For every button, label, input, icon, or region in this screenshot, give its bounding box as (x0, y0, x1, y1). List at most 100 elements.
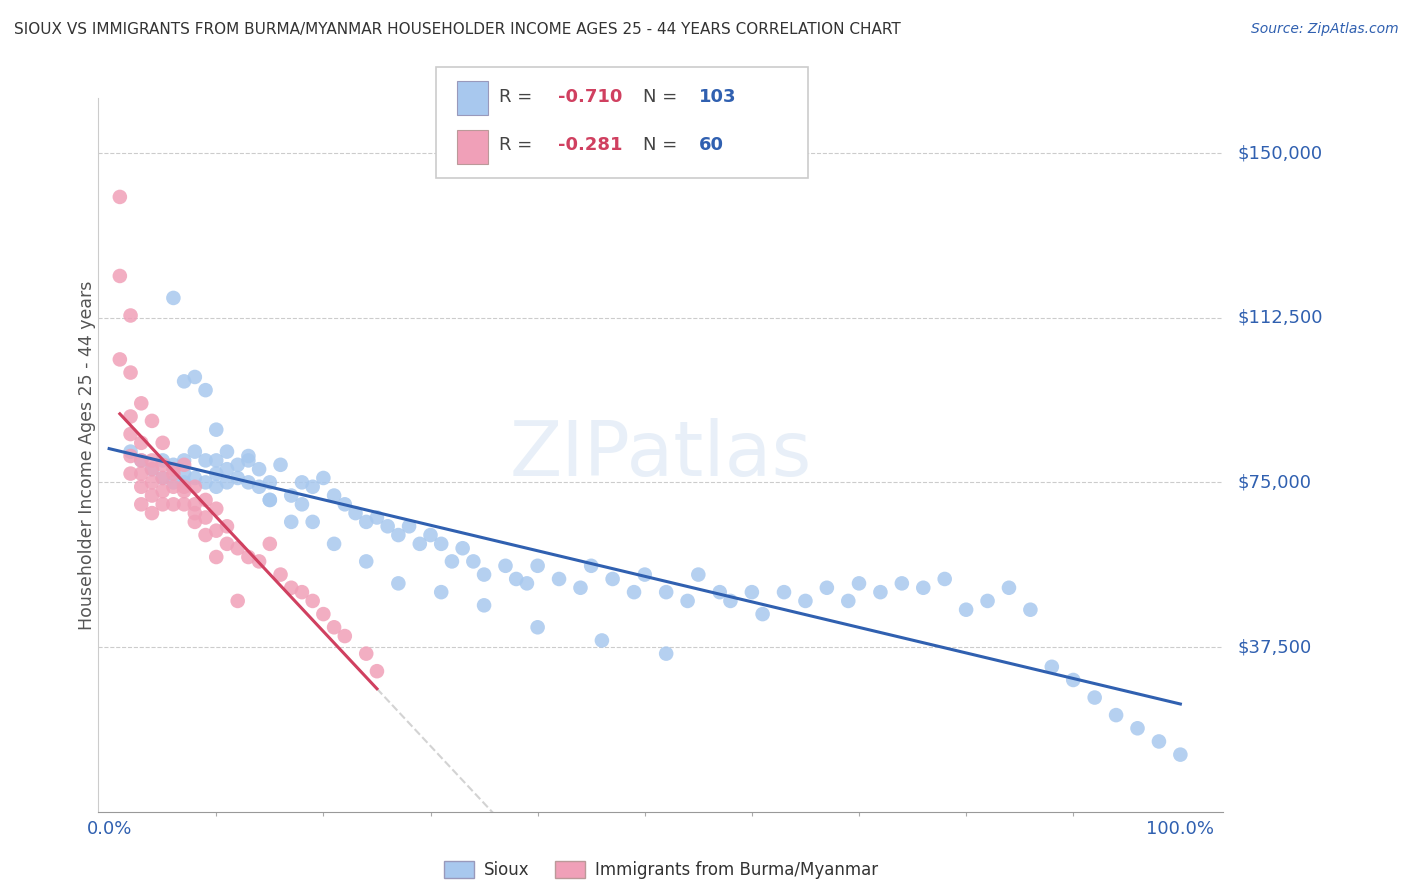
Point (579, 558, 602, 573)
Point (120, 427, 142, 442)
Text: N =: N = (643, 136, 676, 153)
Point (184, 506, 207, 520)
Point (226, 458, 249, 472)
Point (247, 554, 270, 568)
Point (226, 594, 249, 608)
Point (291, 497, 314, 511)
Point (194, 492, 217, 507)
Point (998, 581, 1021, 595)
Point (976, 594, 998, 608)
Text: $112,500: $112,500 (1237, 309, 1323, 326)
Point (215, 537, 238, 551)
Point (270, 567, 292, 582)
Point (215, 444, 238, 458)
Point (162, 475, 184, 490)
Point (495, 558, 517, 573)
Point (430, 537, 453, 551)
Point (526, 558, 548, 573)
Text: $75,000: $75,000 (1237, 474, 1312, 491)
Point (323, 620, 346, 634)
Text: R =: R = (499, 136, 533, 153)
Point (291, 475, 314, 490)
Point (259, 537, 281, 551)
Point (354, 647, 377, 661)
Point (301, 480, 323, 494)
Point (259, 492, 281, 507)
Point (548, 572, 571, 586)
Point (173, 467, 195, 481)
Point (184, 515, 207, 529)
Point (215, 475, 238, 490)
Point (419, 528, 441, 542)
Point (173, 458, 195, 472)
Point (569, 581, 592, 595)
Point (451, 541, 474, 556)
Point (751, 607, 773, 621)
Point (1040, 660, 1063, 674)
Point (238, 475, 260, 490)
Point (108, 268, 131, 283)
Point (280, 515, 302, 529)
Point (238, 453, 260, 467)
Point (333, 629, 356, 643)
Point (141, 475, 163, 490)
Point (141, 462, 163, 476)
Point (108, 352, 131, 367)
Point (259, 475, 281, 490)
Point (323, 489, 346, 503)
Point (152, 435, 174, 450)
Point (173, 475, 195, 490)
Point (215, 519, 238, 533)
Point (794, 594, 817, 608)
Point (205, 549, 228, 564)
Point (120, 409, 142, 424)
Point (205, 453, 228, 467)
Point (162, 497, 184, 511)
Y-axis label: Householder Income Ages 25 - 44 years: Householder Income Ages 25 - 44 years (79, 280, 96, 630)
Point (184, 497, 207, 511)
Point (323, 537, 346, 551)
Point (463, 554, 485, 568)
Point (141, 506, 163, 520)
Point (205, 467, 228, 481)
Point (184, 480, 207, 494)
Point (120, 467, 142, 481)
Point (129, 497, 152, 511)
Point (1084, 690, 1107, 705)
Text: ZIPatlas: ZIPatlas (509, 418, 813, 491)
Point (655, 585, 678, 599)
Point (162, 458, 184, 472)
Point (634, 567, 657, 582)
Text: Source: ZipAtlas.com: Source: ZipAtlas.com (1251, 22, 1399, 37)
Point (377, 519, 399, 533)
Point (472, 567, 495, 582)
Legend: Sioux, Immigrants from Burma/Myanmar: Sioux, Immigrants from Burma/Myanmar (437, 854, 884, 886)
Text: $37,500: $37,500 (1237, 638, 1312, 656)
Point (184, 444, 207, 458)
Point (848, 576, 870, 591)
Point (720, 594, 742, 608)
Point (108, 190, 131, 204)
Point (120, 449, 142, 463)
Point (955, 603, 977, 617)
Point (270, 458, 292, 472)
Point (162, 467, 184, 481)
Point (1170, 747, 1192, 762)
Point (152, 497, 174, 511)
Point (162, 291, 184, 305)
Point (366, 664, 388, 678)
Point (152, 471, 174, 485)
Point (194, 510, 217, 524)
Text: 103: 103 (699, 87, 737, 105)
Point (152, 458, 174, 472)
Point (312, 607, 335, 621)
Point (1019, 603, 1042, 617)
Point (301, 515, 323, 529)
Point (1062, 673, 1084, 687)
Point (591, 633, 613, 648)
Point (655, 647, 678, 661)
Point (354, 515, 377, 529)
Point (162, 480, 184, 494)
Point (387, 528, 409, 542)
Point (366, 510, 388, 524)
